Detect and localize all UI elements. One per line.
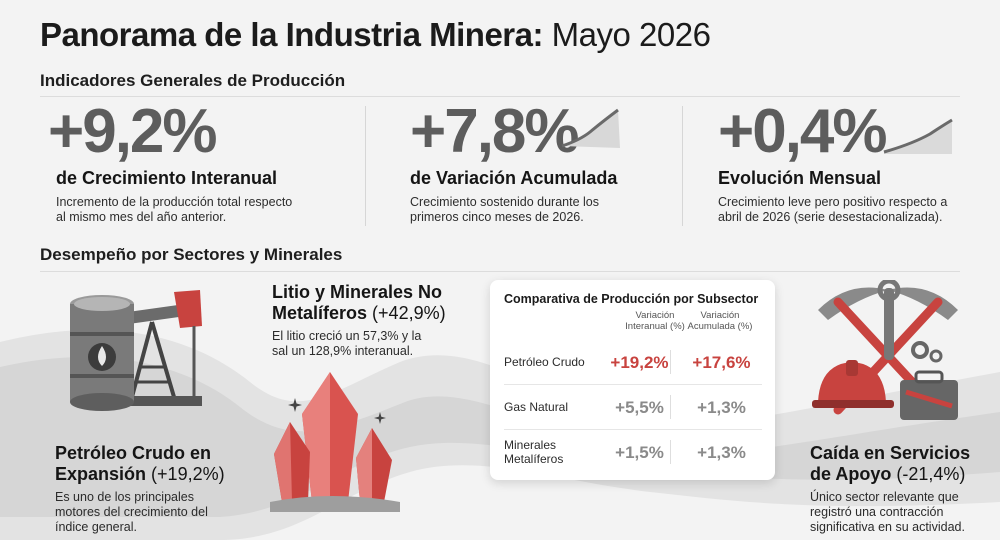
kpi-divider	[365, 106, 366, 226]
kpi-desc: Crecimiento leve pero positivo respecto …	[718, 195, 948, 224]
kpi-label: de Crecimiento Interanual	[56, 168, 278, 188]
title-date: Mayo 2026	[551, 16, 711, 53]
column-divider	[670, 440, 671, 464]
kpi-accumulated: +7,8% de Variación Acumulada Crecimiento…	[410, 100, 710, 225]
kpi-desc: Incremento de la producción total respec…	[56, 195, 293, 224]
table-row: Gas Natural +5,5% +1,3%	[504, 387, 762, 427]
kpi-value: +9,2%	[48, 97, 218, 166]
kpi-divider	[682, 106, 683, 226]
lithium-block: Litio y Minerales No Metalíferos (+42,9%…	[272, 282, 492, 359]
row-label: Petróleo Crudo	[504, 355, 585, 369]
column-divider	[670, 395, 671, 419]
support-title: Caída en Servicios de Apoyo (-21,4%)	[810, 443, 990, 485]
gears-icon	[911, 341, 943, 363]
section-heading-production: Indicadores Generales de Producción	[40, 71, 346, 90]
cell-interanual: +19,2%	[610, 353, 669, 372]
section-divider	[40, 96, 960, 97]
oil-barrel-icon	[70, 295, 134, 411]
support-title-text: Caída en Servicios de Apoyo	[810, 443, 971, 484]
support-value: (-21,4%)	[896, 464, 966, 484]
section-divider	[40, 271, 960, 272]
oil-value: (+19,2%)	[151, 464, 225, 484]
lithium-desc: El litio creció un 57,3% y la sal un 128…	[272, 329, 422, 358]
column-header-interanual: Variación Interanual (%)	[625, 310, 685, 332]
subsector-table-card: Comparativa de Producción por Subsector …	[490, 280, 775, 480]
cell-acumulada: +1,3%	[697, 443, 746, 462]
oil-desc: Es uno de los principales motores del cr…	[55, 490, 208, 534]
row-label: Gas Natural	[504, 400, 569, 414]
sparkle-icon	[374, 412, 386, 424]
kpi-monthly: +0,4% Evolución Mensual Crecimiento leve…	[718, 100, 1000, 225]
cell-interanual: +1,5%	[615, 443, 664, 462]
row-label: Minerales Metalíferos	[504, 438, 564, 466]
toolbox-icon	[900, 370, 958, 420]
hard-hat-icon	[812, 360, 894, 408]
oil-pump-icon	[121, 290, 202, 406]
oil-title: Petróleo Crudo en Expansión (+19,2%)	[55, 443, 255, 485]
cell-acumulada: +17,6%	[692, 353, 751, 372]
oil-title-text: Petróleo Crudo en Expansión	[55, 443, 212, 484]
kpi-value: +0,4%	[718, 97, 888, 166]
kpi-label: de Variación Acumulada	[410, 168, 618, 188]
table-title: Comparativa de Producción por Subsector	[504, 292, 759, 306]
title-bold: Panorama de la Industria Minera:	[40, 16, 543, 53]
lithium-value: (+42,9%)	[372, 303, 446, 323]
column-divider	[670, 350, 671, 374]
trend-line-icon	[883, 118, 953, 154]
cell-interanual: +5,5%	[615, 398, 664, 417]
lithium-title-text: Litio y Minerales No Metalíferos	[272, 282, 443, 323]
support-block: Caída en Servicios de Apoyo (-21,4%) Úni…	[810, 443, 990, 535]
row-divider	[504, 384, 762, 385]
row-divider	[504, 429, 762, 430]
table-row: Petróleo Crudo +19,2% +17,6%	[504, 342, 762, 382]
kpi-value: +7,8%	[410, 97, 580, 166]
section-heading-sectors: Desempeño por Sectores y Minerales	[40, 245, 343, 264]
support-desc: Único sector relevante que registró una …	[810, 490, 965, 534]
support-tools-illustration	[812, 280, 958, 420]
kpi-interannual: +9,2% de Crecimiento Interanual Incremen…	[48, 100, 348, 225]
sparkle-icon	[288, 398, 302, 412]
kpi-desc: Crecimiento sostenido durante los primer…	[410, 195, 599, 224]
oil-block: Petróleo Crudo en Expansión (+19,2%) Es …	[55, 443, 255, 535]
crystal-cluster-icon	[270, 372, 400, 512]
cell-acumulada: +1,3%	[697, 398, 746, 417]
lithium-title: Litio y Minerales No Metalíferos (+42,9%…	[272, 282, 492, 324]
trend-line-icon	[561, 108, 620, 148]
page-title: Panorama de la Industria Minera: Mayo 20…	[40, 16, 711, 54]
column-header-acumulada: Variación Acumulada (%)	[687, 310, 753, 332]
table-row: Minerales Metalíferos +1,5% +1,3%	[504, 432, 762, 472]
kpi-label: Evolución Mensual	[718, 168, 882, 188]
oil-illustration	[70, 290, 202, 411]
